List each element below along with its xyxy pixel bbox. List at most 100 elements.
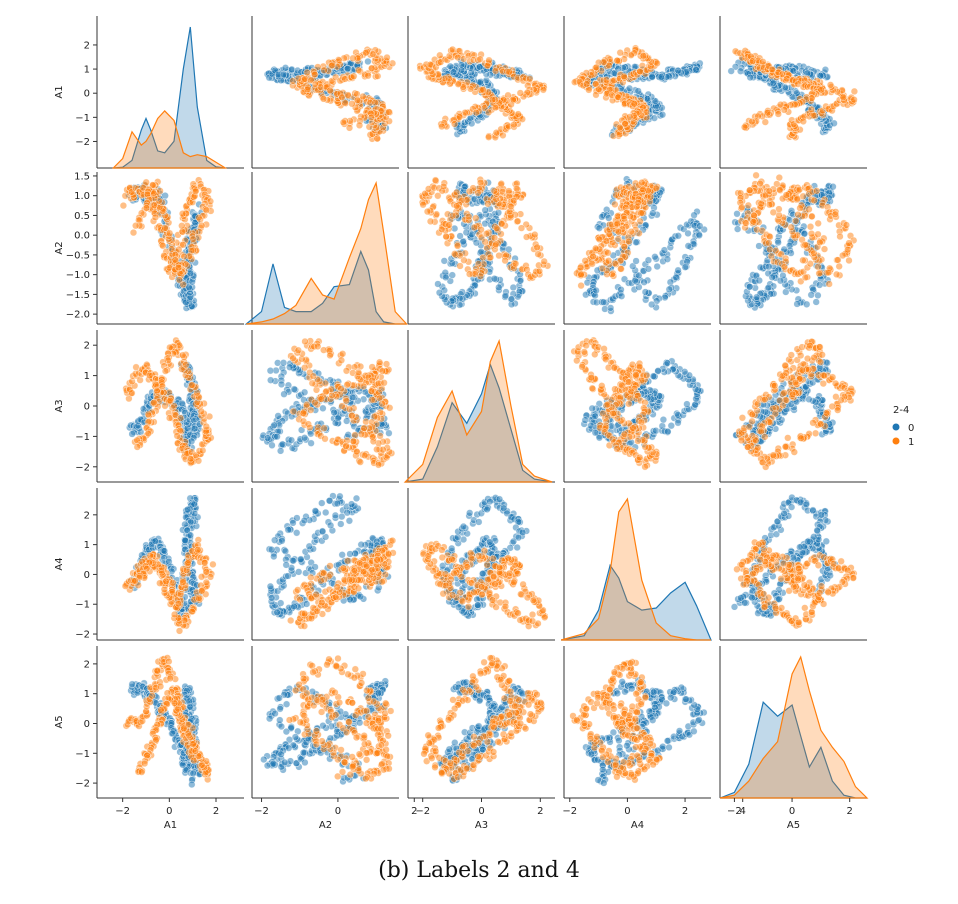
scatter-point xyxy=(431,176,440,184)
scatter-point xyxy=(355,121,364,129)
y-tick-label: 0.0 xyxy=(74,231,90,242)
scatter-point xyxy=(338,93,346,101)
scatter-point xyxy=(516,277,525,285)
scatter-point xyxy=(456,262,464,270)
scatter-point xyxy=(831,210,839,218)
scatter-point xyxy=(264,434,272,442)
scatter-point xyxy=(776,186,784,194)
scatter-point xyxy=(267,376,275,384)
scatter-point xyxy=(640,278,648,286)
scatter-point xyxy=(344,64,352,73)
scatter-point xyxy=(273,433,281,441)
scatter-point xyxy=(493,224,501,232)
scatter-point xyxy=(374,72,382,80)
scatter-point xyxy=(534,250,542,258)
scatter-point xyxy=(175,276,184,284)
scatter-point xyxy=(129,229,138,237)
scatter-point xyxy=(168,245,176,253)
y-tick-label: 1.0 xyxy=(74,191,90,202)
scatter-point xyxy=(648,300,656,309)
scatter-point xyxy=(809,111,818,120)
scatter-point xyxy=(842,221,851,229)
scatter-point xyxy=(349,54,357,62)
scatter-point xyxy=(438,225,446,233)
scatter-point xyxy=(643,95,652,103)
scatter-point xyxy=(803,300,811,308)
panel-A2-vs-A5 xyxy=(719,171,867,325)
scatter-point xyxy=(188,381,196,389)
pairplot-figure: −2−1012A1−2.0−1.5−1.0−0.50.00.51.01.5A2−… xyxy=(54,16,914,831)
scatter-point xyxy=(674,232,682,240)
scatter-point xyxy=(522,233,531,241)
scatter-point xyxy=(768,273,776,281)
y-tick-label: 0.5 xyxy=(74,211,90,222)
scatter-point xyxy=(807,291,815,299)
scatter-point xyxy=(472,214,480,222)
scatter-point xyxy=(186,269,195,278)
scatter-point xyxy=(426,217,435,226)
scatter-A1-vs-A2-class-1 xyxy=(289,46,397,143)
scatter-point xyxy=(142,204,151,212)
scatter-point xyxy=(750,211,758,220)
scatter-point xyxy=(289,407,298,416)
scatter-point xyxy=(626,113,634,121)
scatter-point xyxy=(174,263,183,272)
scatter-point xyxy=(342,397,350,405)
scatter-point xyxy=(179,241,187,249)
scatter-point xyxy=(161,367,170,375)
scatter-point xyxy=(277,447,285,455)
scatter-point xyxy=(829,183,837,191)
scatter-point xyxy=(462,228,470,237)
scatter-point xyxy=(434,280,442,288)
y-axis-label: A2 xyxy=(54,241,65,254)
scatter-point xyxy=(749,218,757,226)
scatter-point xyxy=(328,391,336,400)
scatter-point xyxy=(195,214,203,222)
scatter-point xyxy=(376,358,384,366)
scatter-point xyxy=(348,100,356,108)
scatter-point xyxy=(772,247,780,255)
scatter-point xyxy=(845,239,853,247)
scatter-point xyxy=(199,446,207,455)
scatter-point xyxy=(815,269,823,278)
scatter-point xyxy=(320,66,328,74)
scatter-point xyxy=(832,270,841,279)
scatter-point xyxy=(793,195,802,203)
scatter-point xyxy=(423,208,432,216)
scatter-point xyxy=(170,402,178,410)
scatter-point xyxy=(266,367,275,375)
panel-A2-vs-A3 xyxy=(407,172,555,325)
scatter-point xyxy=(599,298,608,306)
panel-A1-vs-A5 xyxy=(719,16,867,169)
scatter-point xyxy=(639,185,647,194)
scatter-point xyxy=(373,445,381,454)
scatter-point xyxy=(807,230,816,238)
scatter-point xyxy=(630,100,638,108)
scatter-point xyxy=(189,235,197,243)
scatter-point xyxy=(657,73,665,81)
scatter-point xyxy=(484,200,492,208)
scatter-point xyxy=(684,229,692,238)
scatter-point xyxy=(638,179,646,187)
scatter-point xyxy=(339,118,348,127)
scatter-point xyxy=(309,372,317,380)
scatter-point xyxy=(801,241,809,249)
scatter-point xyxy=(617,292,626,300)
scatter-point xyxy=(156,187,164,195)
scatter-point xyxy=(364,57,372,66)
scatter-point xyxy=(774,238,782,247)
scatter-point xyxy=(466,270,474,278)
scatter-point xyxy=(385,108,393,116)
scatter-point xyxy=(514,217,522,225)
scatter-point xyxy=(311,399,319,407)
scatter-point xyxy=(479,254,487,262)
scatter-A3-vs-A1-class-1 xyxy=(122,336,215,467)
scatter-point xyxy=(738,203,746,211)
scatter-point xyxy=(345,124,354,132)
panel-A1-vs-A2 xyxy=(251,16,399,169)
scatter-point xyxy=(495,283,503,292)
scatter-point xyxy=(344,91,352,99)
scatter-point xyxy=(507,295,516,303)
scatter-point xyxy=(385,429,393,437)
scatter-point xyxy=(516,89,524,97)
